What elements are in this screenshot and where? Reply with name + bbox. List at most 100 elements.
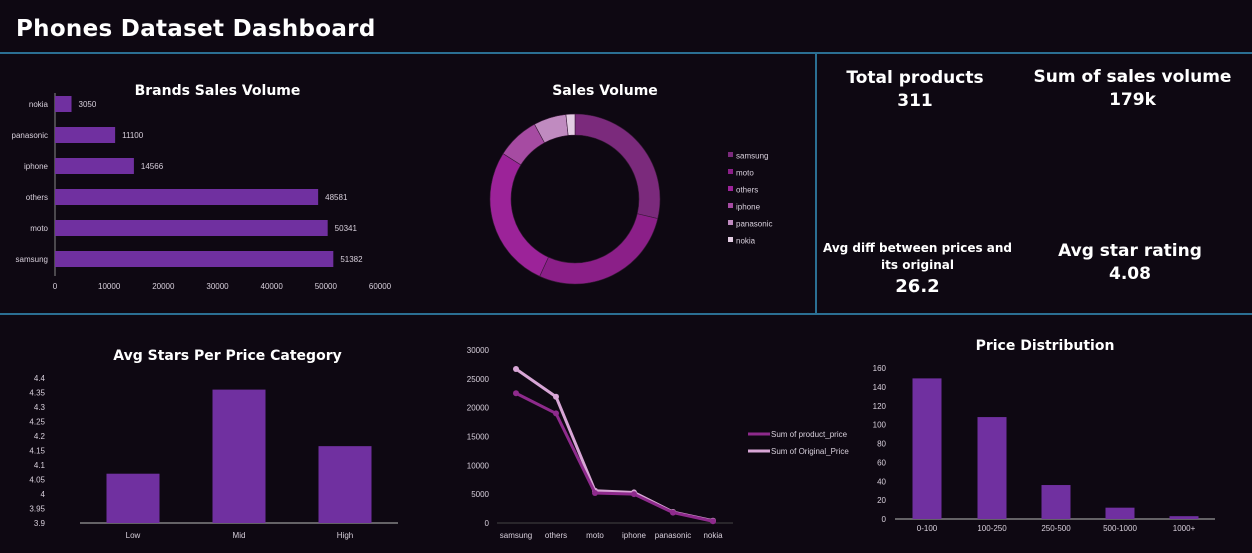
tick-label: 100 <box>873 421 887 430</box>
bar <box>212 389 266 523</box>
legend-label: nokia <box>736 237 756 246</box>
tick-label: 30000 <box>206 282 229 291</box>
category-label: 250-500 <box>1041 524 1071 533</box>
legend-label: panasonic <box>736 220 772 229</box>
kpi-total-products-value: 311 <box>897 91 933 111</box>
series-point <box>553 410 559 417</box>
tick-label: 4.25 <box>29 418 45 427</box>
kpi-avg-star-label: Avg star rating <box>1058 241 1202 261</box>
tick-label: 80 <box>877 440 886 449</box>
category-label: moto <box>586 531 604 540</box>
chart-title: Brands Sales Volume <box>134 83 301 99</box>
legend-swatch <box>728 169 733 174</box>
chart-title: Avg Stars Per Price Category <box>113 348 342 364</box>
tick-label: 60 <box>877 458 886 467</box>
kpi-sum-sales-value: 179k <box>1109 90 1156 110</box>
category-label: 500-1000 <box>1103 524 1137 533</box>
legend-label: Sum of product_price <box>771 430 848 439</box>
series-line <box>515 367 714 523</box>
bar <box>55 189 319 205</box>
bar <box>55 220 328 236</box>
tick-label: 4.1 <box>34 461 46 470</box>
donut-slice <box>489 153 549 277</box>
legend-label: samsung <box>736 152 768 161</box>
tick-label: 10000 <box>467 461 490 470</box>
tick-label: 120 <box>873 402 887 411</box>
chart-title: Sales Volume <box>552 83 658 99</box>
bar <box>1041 485 1071 519</box>
bar <box>55 251 334 267</box>
category-label: others <box>26 193 48 202</box>
donut-slice <box>574 113 661 219</box>
legend-label: iphone <box>736 203 761 212</box>
kpi-avg-diff-value: 26.2 <box>895 276 940 297</box>
donut-slice <box>565 113 576 136</box>
kpi-avg-star-value: 4.08 <box>1109 264 1151 284</box>
category-label: others <box>545 531 567 540</box>
bar <box>106 473 160 523</box>
kpi-sum-sales-label: Sum of sales volume <box>1033 67 1232 87</box>
kpi-total-products-label: Total products <box>846 68 984 88</box>
legend-swatch <box>728 186 733 191</box>
series-point <box>513 390 519 397</box>
tick-label: 50000 <box>315 282 338 291</box>
tick-label: 4.35 <box>29 389 45 398</box>
data-label: 50341 <box>335 224 358 233</box>
divider <box>0 52 1252 54</box>
tick-label: 5000 <box>471 490 489 499</box>
category-label: Mid <box>233 531 246 540</box>
category-label: nokia <box>703 531 723 540</box>
legend-swatch <box>728 237 733 242</box>
data-label: 48581 <box>325 193 348 202</box>
tick-label: 3.9 <box>34 519 46 528</box>
tick-label: 0 <box>882 515 887 524</box>
tick-label: 3.95 <box>29 505 45 514</box>
bar <box>55 127 116 143</box>
bar <box>912 378 942 519</box>
tick-label: 4 <box>41 490 46 499</box>
series-point <box>553 393 559 400</box>
tick-label: 4.3 <box>34 403 46 412</box>
series-point <box>631 491 637 498</box>
divider <box>815 53 817 313</box>
bar <box>55 158 134 174</box>
donut-slice <box>539 213 659 285</box>
tick-label: 40000 <box>261 282 284 291</box>
legend-swatch <box>728 203 733 208</box>
tick-label: 20000 <box>467 404 490 413</box>
legend-swatch <box>728 152 733 157</box>
page-title: Phones Dataset Dashboard <box>16 16 376 42</box>
bar <box>1105 507 1135 519</box>
data-label: 11100 <box>122 131 144 140</box>
data-label: 51382 <box>340 255 363 264</box>
series-point <box>592 490 598 497</box>
tick-label: 10000 <box>98 282 121 291</box>
category-label: panasonic <box>12 131 48 140</box>
category-label: Low <box>126 531 141 540</box>
category-label: panasonic <box>655 531 691 540</box>
tick-label: 4.4 <box>34 374 46 383</box>
tick-label: 20 <box>877 496 886 505</box>
tick-label: 4.15 <box>29 447 45 456</box>
category-label: 1000+ <box>1173 524 1196 533</box>
category-label: samsung <box>500 531 532 540</box>
chart-title: Price Distribution <box>975 338 1115 354</box>
bar <box>1169 516 1199 519</box>
tick-label: 60000 <box>369 282 392 291</box>
data-label: 14566 <box>141 162 164 171</box>
legend-label: Sum of Original_Price <box>771 447 849 456</box>
tick-label: 20000 <box>152 282 175 291</box>
tick-label: 0 <box>485 519 490 528</box>
bar <box>318 446 372 523</box>
tick-label: 0 <box>53 282 58 291</box>
series-line <box>515 391 714 523</box>
divider <box>0 313 1252 315</box>
tick-label: 40 <box>877 477 886 486</box>
tick-label: 160 <box>873 364 887 373</box>
kpi-avg-diff-label: its original <box>881 258 954 272</box>
category-label: 100-250 <box>977 524 1007 533</box>
tick-label: 4.2 <box>34 432 46 441</box>
legend-label: others <box>736 186 758 195</box>
